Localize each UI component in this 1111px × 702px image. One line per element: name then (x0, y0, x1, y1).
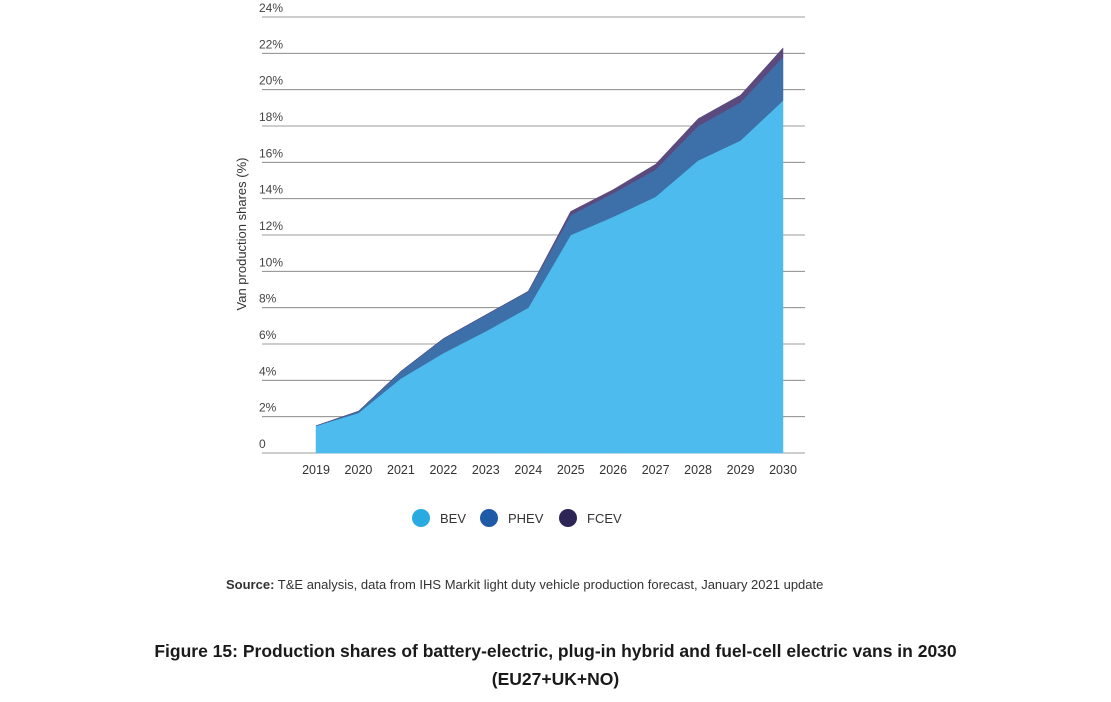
y-tick-label: 14% (259, 183, 283, 197)
area-fcev (315, 47, 784, 427)
source-text: T&E analysis, data from IHS Markit light… (277, 577, 824, 592)
x-tick-label: 2027 (642, 463, 670, 477)
x-tick-label: 2026 (599, 463, 627, 477)
y-tick-label: 4% (259, 364, 277, 378)
x-tick-label: 2022 (429, 463, 457, 477)
legend-swatch-phev (480, 509, 498, 527)
x-tick-label: 2020 (345, 463, 373, 477)
x-tick-label: 2021 (387, 463, 415, 477)
x-axis-ticks: 2019 2020 2021 2022 2023 2024 2025 2026 2027 2028… (302, 463, 797, 477)
y-tick-label: 12% (259, 219, 283, 233)
stacked-area-plot (315, 47, 784, 454)
y-axis-title: Van production shares (%) (234, 158, 249, 311)
x-tick-label: 2030 (769, 463, 797, 477)
x-tick-label: 2019 (302, 463, 330, 477)
y-tick-label: 18% (259, 110, 283, 124)
y-tick-label: 2% (259, 401, 277, 415)
legend-label-fcev: FCEV (587, 511, 622, 526)
x-tick-label: 2024 (514, 463, 542, 477)
y-tick-label: 6% (259, 328, 277, 342)
x-tick-label: 2028 (684, 463, 712, 477)
y-axis-ticks: 0 2% 4% 6% 8% 10% 12% 14% 16% 18% 20% 22% 24% (259, 1, 283, 451)
x-tick-label: 2025 (557, 463, 585, 477)
chart: 02%4%6%8%10%12%14%16%18%20%22%24% 2019 20… (234, 1, 805, 527)
y-tick-label: 8% (259, 292, 277, 306)
figure-caption-line1: Figure 15: Production shares of battery-… (154, 641, 957, 661)
legend: BEV PHEV FCEV (412, 509, 622, 527)
legend-label-bev: BEV (440, 511, 466, 526)
legend-label-phev: PHEV (508, 511, 544, 526)
y-tick-label: 10% (259, 255, 283, 269)
legend-swatch-fcev (559, 509, 577, 527)
x-tick-label: 2023 (472, 463, 500, 477)
y-tick-label: 0 (259, 437, 266, 451)
source-label: Source: (226, 577, 275, 592)
figure-caption: Figure 15: Production shares of battery-… (40, 637, 1071, 693)
x-tick-label: 2029 (727, 463, 755, 477)
y-tick-label: 20% (259, 74, 283, 88)
legend-swatch-bev (412, 509, 430, 527)
source-note: Source: T&E analysis, data from IHS Mark… (226, 571, 846, 598)
y-tick-label: 24% (259, 1, 283, 15)
y-tick-label: 16% (259, 146, 283, 160)
figure-caption-line2: (EU27+UK+NO) (491, 669, 620, 689)
y-tick-label: 22% (259, 37, 283, 51)
